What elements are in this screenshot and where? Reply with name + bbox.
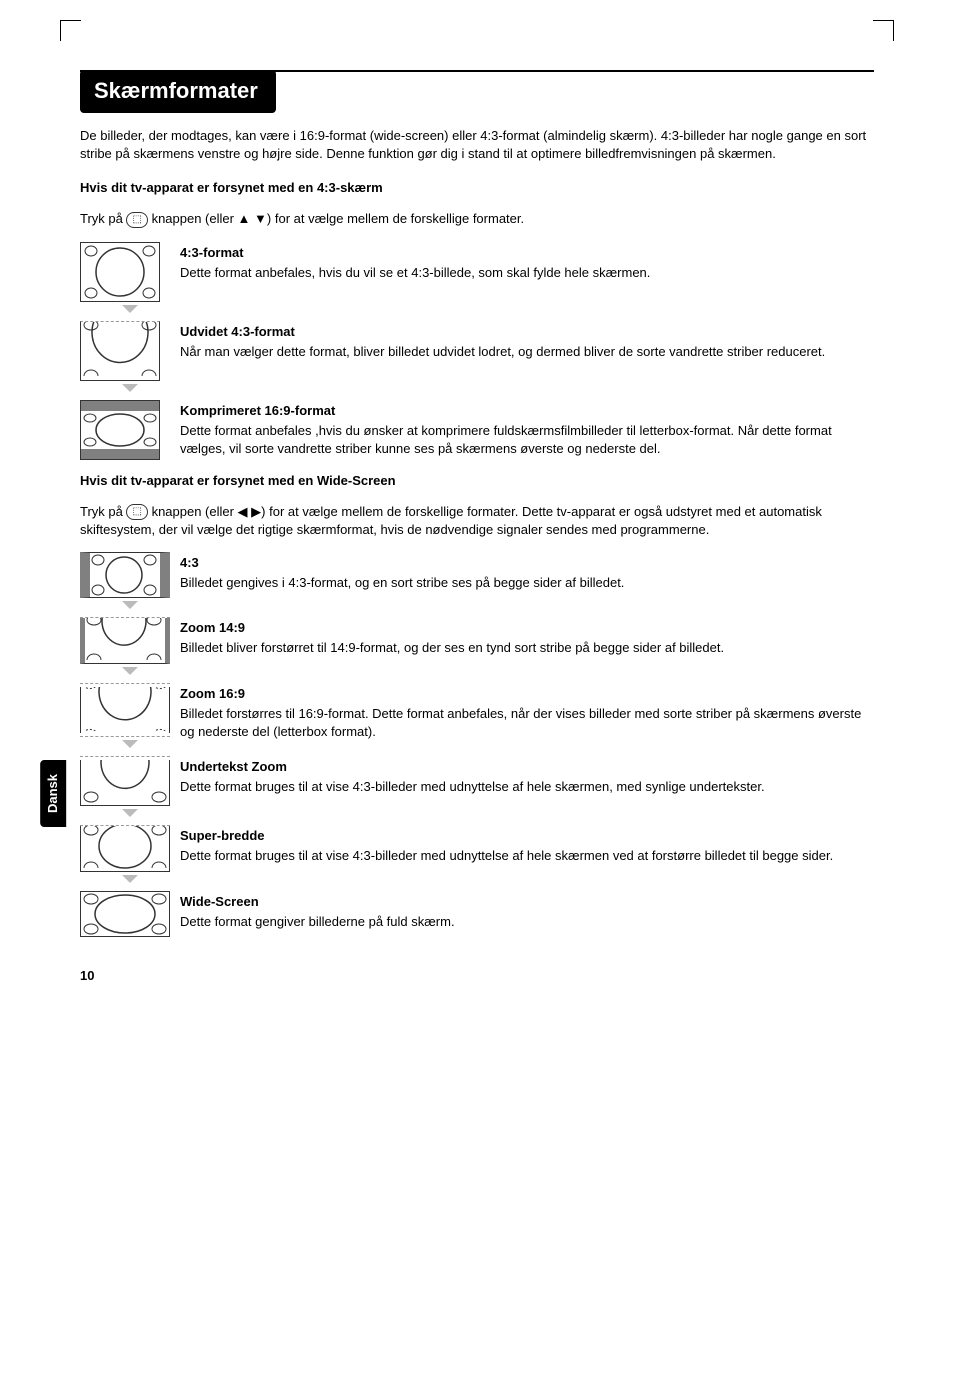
thumb-komprimeret xyxy=(80,400,160,460)
format-desc: Dette format anbefales ,hvis du ønsker a… xyxy=(180,422,874,458)
format-row: Udvidet 4:3-format Når man vælger dette … xyxy=(80,321,874,394)
format-desc: Billedet forstørres til 16:9-format. Det… xyxy=(180,705,874,741)
format-row: Zoom 16:9 Billedet forstørres til 16:9-f… xyxy=(80,683,874,750)
format-title: Undertekst Zoom xyxy=(180,758,874,776)
format-desc: Dette format gengiver billederne på fuld… xyxy=(180,913,874,931)
arrow-down-icon xyxy=(122,667,138,675)
format-row: 4:3-format Dette format anbefales, hvis … xyxy=(80,242,874,315)
format-title: Wide-Screen xyxy=(180,893,874,911)
format-title: Udvidet 4:3-format xyxy=(180,323,874,341)
format-row: Wide-Screen Dette format gengiver billed… xyxy=(80,891,874,937)
section-heading-ws: Hvis dit tv-apparat er forsynet med en W… xyxy=(80,472,874,490)
format-title: Komprimeret 16:9-format xyxy=(180,402,874,420)
format-row: Zoom 14:9 Billedet bliver forstørret til… xyxy=(80,617,874,677)
format-desc: Billedet bliver forstørret til 14:9-form… xyxy=(180,639,874,657)
format-button-icon: ⬚ xyxy=(126,212,147,228)
format-desc: Dette format bruges til at vise 4:3-bill… xyxy=(180,847,874,865)
format-title: Super-bredde xyxy=(180,827,874,845)
section-heading-43: Hvis dit tv-apparat er forsynet med en 4… xyxy=(80,179,874,197)
thumb-superbredde xyxy=(80,825,170,872)
thumb-widescreen xyxy=(80,891,170,937)
format-title: 4:3-format xyxy=(180,244,874,262)
instruction-ws: Tryk på ⬚ knappen (eller ◀ ▶) for at væl… xyxy=(80,503,874,539)
arrow-down-icon xyxy=(122,305,138,313)
language-tab: Dansk xyxy=(40,760,66,827)
thumb-undertekst xyxy=(80,756,170,806)
thumb-ws-43 xyxy=(80,552,170,598)
thumb-zoom169 xyxy=(80,683,170,737)
arrow-down-icon xyxy=(122,740,138,748)
page-number: 10 xyxy=(80,967,874,985)
page-title: Skærmformater xyxy=(80,70,276,113)
thumb-43 xyxy=(80,242,160,302)
format-title: 4:3 xyxy=(180,554,874,572)
format-desc: Billedet gengives i 4:3-format, og en so… xyxy=(180,574,874,592)
format-row: Undertekst Zoom Dette format bruges til … xyxy=(80,756,874,819)
instruction-43: Tryk på ⬚ knappen (eller ▲ ▼) for at væl… xyxy=(80,210,874,228)
format-row: Komprimeret 16:9-format Dette format anb… xyxy=(80,400,874,460)
format-title: Zoom 14:9 xyxy=(180,619,874,637)
intro-text: De billeder, der modtages, kan være i 16… xyxy=(80,127,874,163)
crop-mark xyxy=(60,20,81,41)
arrow-down-icon xyxy=(122,875,138,883)
format-desc: Når man vælger dette format, bliver bill… xyxy=(180,343,874,361)
crop-mark xyxy=(873,20,894,41)
arrow-down-icon xyxy=(122,384,138,392)
format-row: 4:3 Billedet gengives i 4:3-format, og e… xyxy=(80,552,874,611)
thumb-zoom149 xyxy=(80,617,170,664)
format-desc: Dette format bruges til at vise 4:3-bill… xyxy=(180,778,874,796)
arrow-down-icon xyxy=(122,601,138,609)
instr-post: knappen (eller ▲ ▼) for at vælge mellem … xyxy=(152,211,525,226)
thumb-udvidet xyxy=(80,321,160,381)
instr-pre: Tryk på xyxy=(80,504,126,519)
instr-pre: Tryk på xyxy=(80,211,126,226)
arrow-down-icon xyxy=(122,809,138,817)
format-desc: Dette format anbefales, hvis du vil se e… xyxy=(180,264,874,282)
instr-post: knappen (eller ◀ ▶) for at vælge mellem … xyxy=(80,504,822,537)
format-button-icon: ⬚ xyxy=(126,504,147,520)
format-row: Super-bredde Dette format bruges til at … xyxy=(80,825,874,885)
format-title: Zoom 16:9 xyxy=(180,685,874,703)
title-rule: Skærmformater xyxy=(80,70,874,113)
